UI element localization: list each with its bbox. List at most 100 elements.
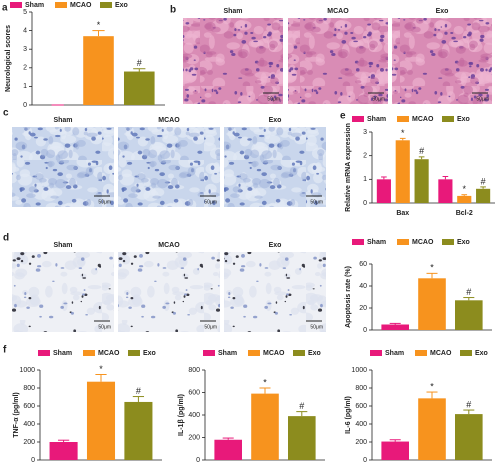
- y-tick-label: 400: [355, 421, 367, 428]
- panel-letter: c: [3, 108, 9, 119]
- bar: [381, 441, 409, 460]
- legend-swatch: [415, 350, 427, 356]
- legend-label: Sham: [53, 350, 72, 357]
- y-tick-label: 600: [188, 389, 200, 396]
- image-label: MCAO: [327, 8, 349, 15]
- significance-mark: #: [466, 399, 471, 409]
- y-tick-label: 200: [355, 439, 367, 446]
- micrograph: [12, 127, 114, 207]
- legend-label: Exo: [457, 116, 470, 123]
- legend-label: MCAO: [430, 350, 452, 357]
- panel-letter: f: [3, 345, 7, 356]
- x-tick-label: Bax: [396, 210, 409, 217]
- legend-swatch: [460, 350, 472, 356]
- legend-swatch: [100, 2, 112, 8]
- bar: [455, 300, 483, 330]
- panel-letter: d: [3, 233, 9, 244]
- legend-label: MCAO: [70, 2, 92, 9]
- micrograph: [224, 127, 326, 207]
- y-axis-label: Relative mRNA expression: [345, 123, 352, 212]
- image-label: Sham: [53, 117, 72, 124]
- error-bar: [296, 411, 308, 417]
- error-bar: [442, 175, 449, 180]
- x-tick-label: Bcl-2: [456, 210, 473, 217]
- significance-mark: #: [136, 386, 141, 396]
- bar: [83, 36, 114, 105]
- legend-label: Exo: [457, 239, 470, 246]
- legend-label: MCAO: [263, 350, 285, 357]
- bar: [251, 393, 279, 460]
- panel-letter: a: [2, 3, 8, 14]
- bar: [455, 414, 483, 460]
- y-tick-label: 20: [359, 305, 367, 312]
- micrograph: [288, 18, 388, 104]
- y-axis-label: IL-1β (pg/ml): [178, 394, 185, 436]
- bar: [288, 416, 316, 460]
- y-tick-label: 1000: [19, 367, 35, 374]
- error-bar: [57, 439, 70, 442]
- bar: [457, 195, 472, 203]
- error-bar: [399, 137, 406, 141]
- bar: [381, 324, 409, 330]
- y-tick-label: 1: [23, 83, 27, 90]
- y-tick-label: 0: [363, 457, 367, 464]
- error-bar: [92, 30, 105, 37]
- error-bar: [259, 387, 271, 394]
- y-tick-label: 3: [23, 46, 27, 53]
- bar: [438, 179, 453, 203]
- legend-label: MCAO: [412, 116, 434, 123]
- bar: [123, 71, 155, 105]
- legend-swatch: [203, 350, 215, 356]
- legend-label: Sham: [218, 350, 237, 357]
- legend-swatch: [370, 350, 382, 356]
- y-tick-label: 3: [363, 129, 367, 136]
- legend-label: Exo: [308, 350, 321, 357]
- legend-label: Exo: [115, 2, 128, 9]
- error-bar: [461, 194, 468, 196]
- y-tick-label: 60: [359, 261, 367, 268]
- error-bar: [426, 391, 438, 399]
- y-tick-label: 400: [188, 412, 200, 419]
- legend-swatch: [38, 350, 50, 356]
- bar: [476, 188, 491, 203]
- significance-mark: #: [137, 58, 142, 68]
- y-tick-label: 0: [363, 327, 367, 334]
- y-tick-label: 800: [355, 385, 367, 392]
- bar: [49, 442, 78, 460]
- y-tick-label: 200: [23, 439, 35, 446]
- error-bar: [389, 322, 401, 325]
- bar: [86, 381, 116, 460]
- scale-bar-label: 50μm: [98, 324, 111, 330]
- scale-bar-label: 50μm: [98, 199, 111, 205]
- legend-swatch: [352, 116, 364, 122]
- significance-mark: *: [401, 128, 405, 138]
- legend-label: Sham: [385, 350, 404, 357]
- y-tick-label: 0: [31, 457, 35, 464]
- significance-mark: *: [462, 184, 466, 194]
- error-bar: [463, 297, 475, 301]
- error-bar: [389, 439, 401, 442]
- significance-mark: *: [430, 263, 434, 273]
- legend-swatch: [10, 2, 22, 8]
- legend-swatch: [248, 350, 260, 356]
- y-tick-label: 2: [363, 153, 367, 160]
- legend-swatch: [55, 2, 67, 8]
- significance-mark: #: [481, 176, 486, 186]
- image-label: Sham: [53, 242, 72, 249]
- y-tick-label: 0: [196, 457, 200, 464]
- legend-swatch: [293, 350, 305, 356]
- micrograph: [118, 127, 220, 207]
- legend-swatch: [83, 350, 95, 356]
- significance-mark: *: [263, 377, 267, 387]
- bar: [124, 401, 153, 460]
- image-label: MCAO: [158, 242, 180, 249]
- scale-bar-label: 50μm: [204, 324, 217, 330]
- scale-bar-label: 50μm: [204, 199, 217, 205]
- legend-swatch: [397, 239, 409, 245]
- legend-label: Sham: [25, 2, 44, 9]
- y-tick-label: 0: [23, 102, 27, 109]
- y-tick-label: 200: [188, 434, 200, 441]
- error-bar: [463, 409, 475, 415]
- y-tick-label: 400: [23, 421, 35, 428]
